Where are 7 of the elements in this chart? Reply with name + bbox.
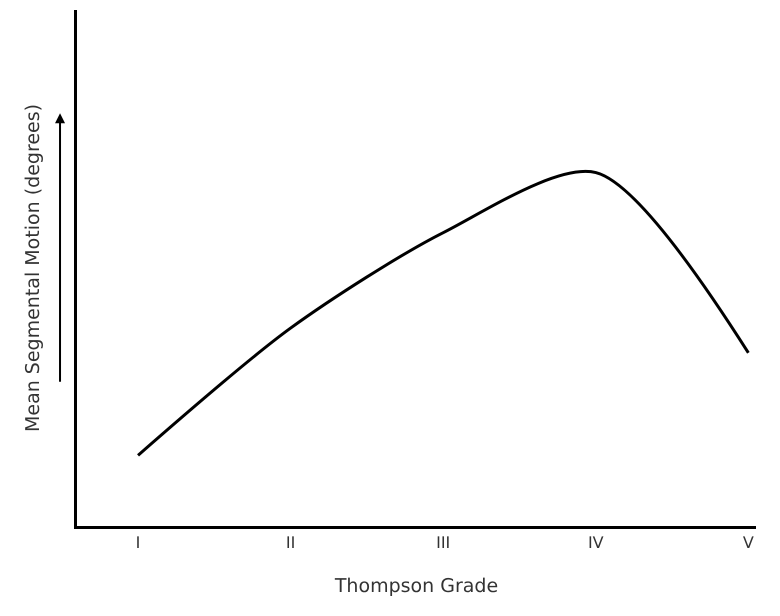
y-axis-title: Mean Segmental Motion (degrees) bbox=[22, 104, 44, 432]
x-tick-label: III bbox=[436, 533, 450, 552]
x-tick-label: II bbox=[286, 533, 296, 552]
x-tick-label: V bbox=[742, 533, 754, 552]
x-axis-title: Thompson Grade bbox=[334, 575, 498, 597]
x-tick-label: I bbox=[136, 533, 140, 552]
x-tick-label: IV bbox=[588, 533, 604, 552]
